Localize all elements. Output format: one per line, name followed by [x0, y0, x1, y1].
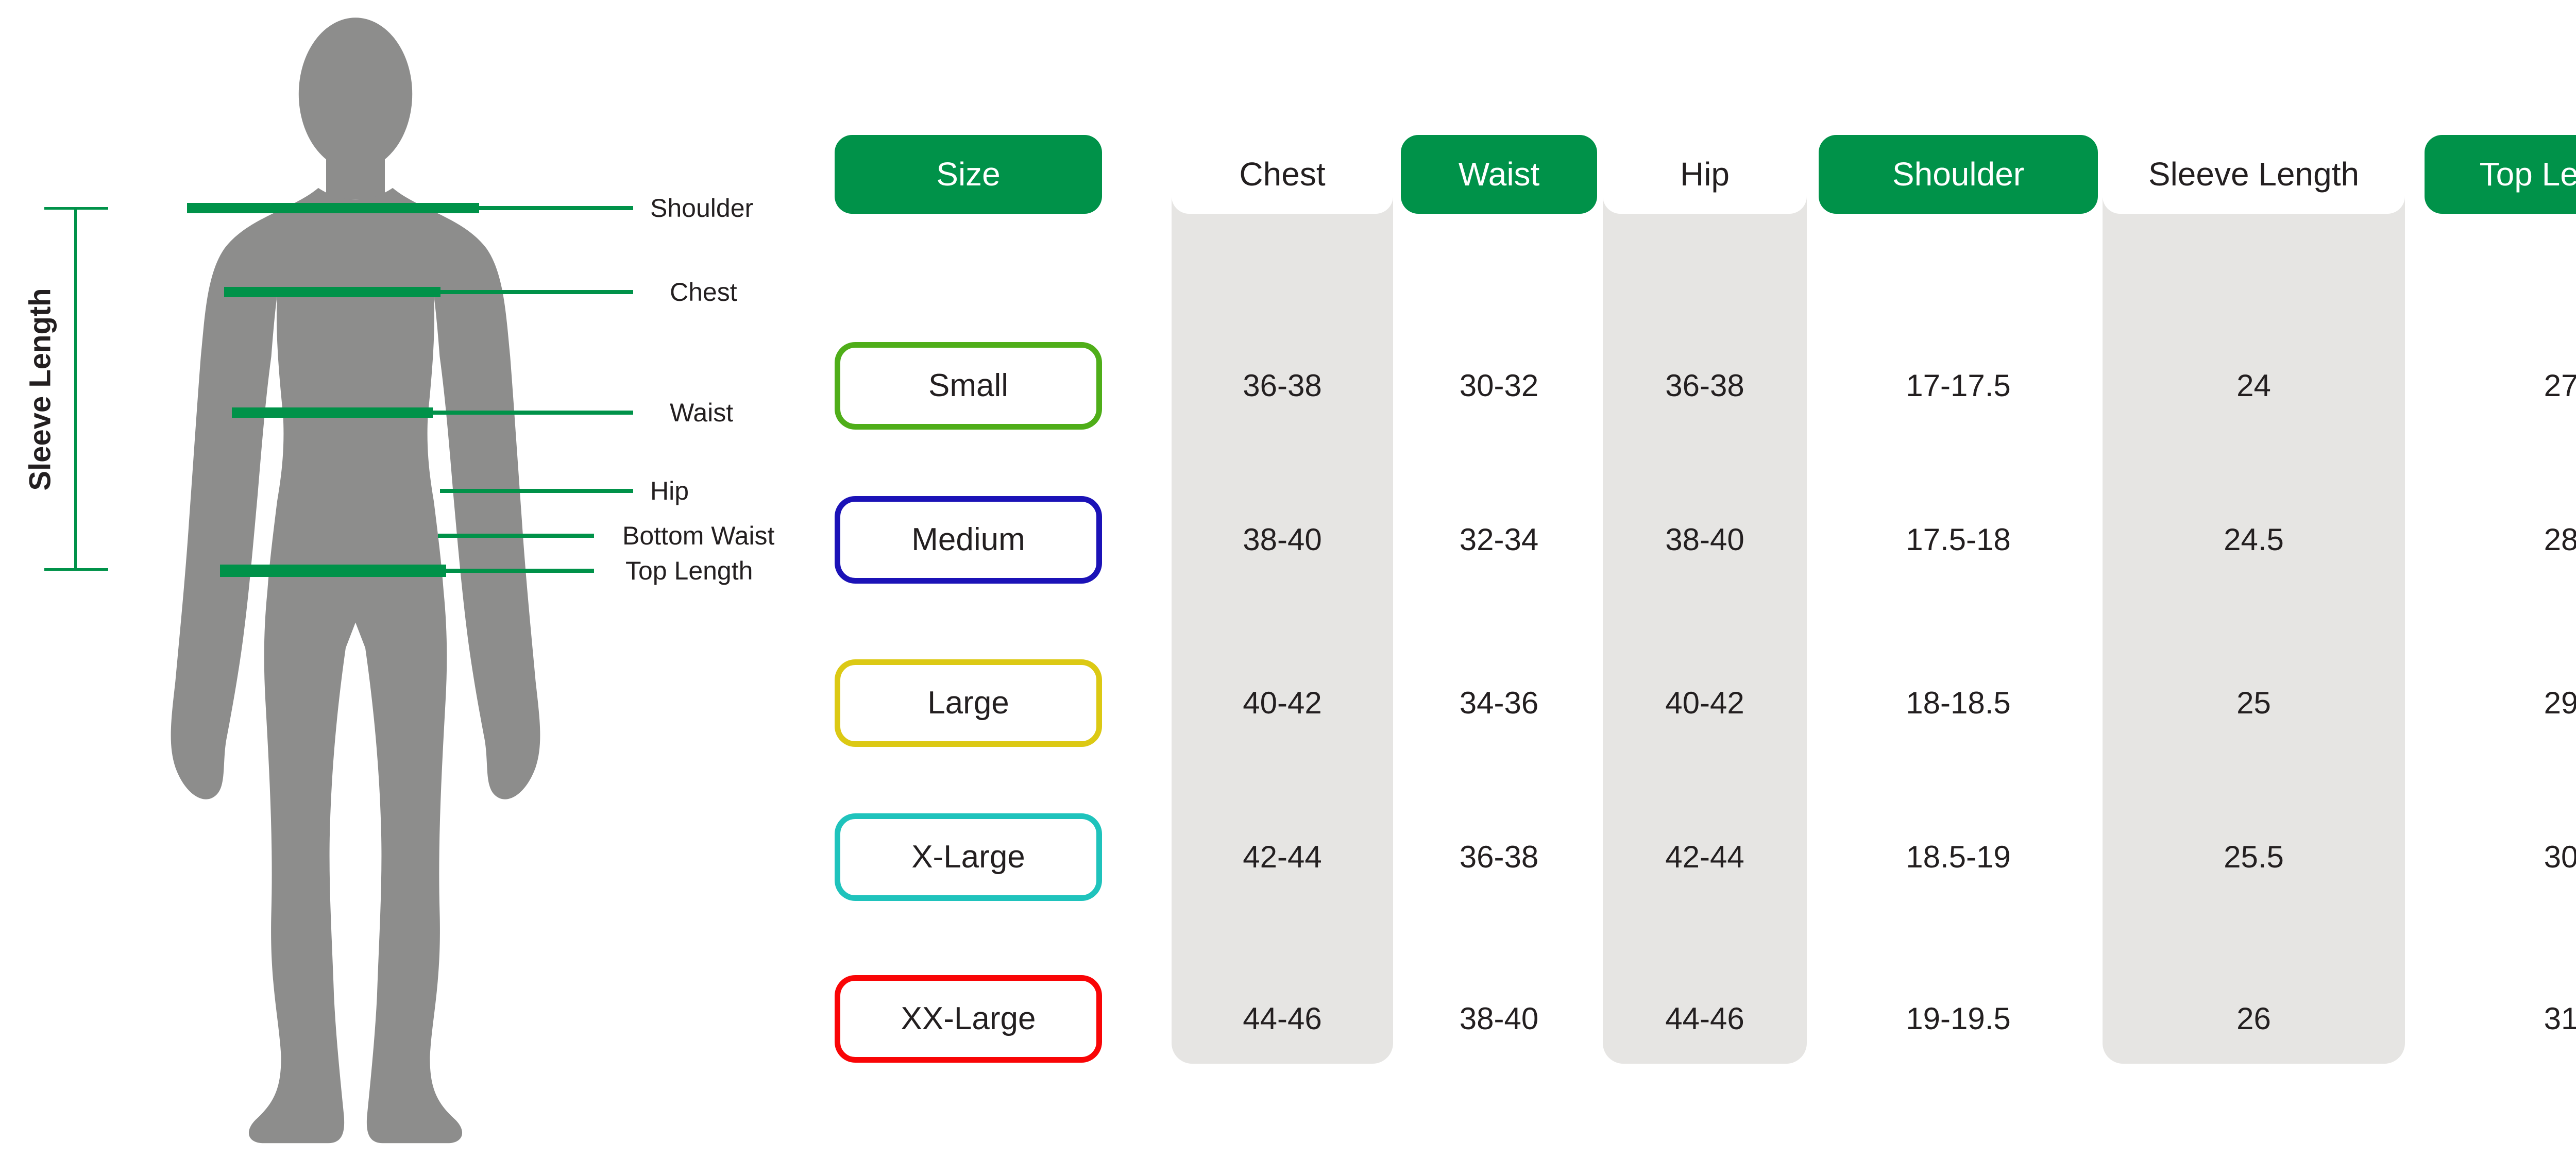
table-cell: 27	[2544, 368, 2576, 403]
table-cell: 18.5-19	[1906, 840, 2011, 874]
table-cell: 19-19.5	[1906, 1001, 2011, 1036]
chest-leader-line	[440, 290, 633, 294]
table-cell: 38-40	[1665, 522, 1744, 557]
table-cell: 40-42	[1665, 686, 1744, 720]
table-cell: 30	[2544, 840, 2576, 874]
table-cell: 40-42	[1243, 686, 1322, 720]
table-cell: 44-46	[1665, 1001, 1744, 1036]
top-length-label: Top Length	[625, 556, 753, 585]
top-length-leader-line	[446, 569, 594, 573]
size-badge-small: Small	[835, 342, 1102, 430]
shoulder-line	[187, 203, 479, 213]
column-stripe-chest	[1172, 191, 1393, 1064]
table-cell: 26	[2236, 1001, 2271, 1036]
sleeve-length-bracket-line	[74, 208, 77, 571]
waist-label: Waist	[670, 398, 734, 427]
size-badge-medium: Medium	[835, 496, 1102, 584]
column-header-sleeve-length: Sleeve Length	[2103, 135, 2405, 214]
table-cell: 38-40	[1459, 1001, 1539, 1036]
sleeve-length-vertical-label: Sleeve Length	[23, 288, 57, 491]
table-cell: 29	[2544, 686, 2576, 720]
table-cell: 36-38	[1243, 368, 1322, 403]
waist-leader-line	[433, 411, 633, 415]
table-cell: 17.5-18	[1906, 522, 2011, 557]
shoulder-leader-line	[479, 206, 633, 210]
top-length-line	[220, 565, 446, 577]
table-cell: 17-17.5	[1906, 368, 2011, 403]
shoulder-label: Shoulder	[650, 194, 754, 223]
column-header-shoulder: Shoulder	[1819, 135, 2098, 214]
chest-line	[224, 287, 440, 297]
table-cell: 28	[2544, 522, 2576, 557]
chest-label: Chest	[670, 278, 737, 306]
size-badge-x-large: X-Large	[835, 813, 1102, 901]
table-cell: 36-38	[1459, 840, 1539, 874]
table-cell: 25.5	[2224, 840, 2284, 874]
table-cell: 36-38	[1665, 368, 1744, 403]
bottom-waist-leader-line	[438, 534, 594, 538]
bottom-waist-label: Bottom Waist	[622, 521, 775, 550]
table-cell: 31	[2544, 1001, 2576, 1036]
table-cell: 44-46	[1243, 1001, 1322, 1036]
column-header-chest: Chest	[1172, 135, 1393, 214]
table-cell: 32-34	[1459, 522, 1539, 557]
column-header-hip: Hip	[1603, 135, 1807, 214]
sleeve-length-bracket-bottom-cap	[44, 568, 108, 571]
table-cell: 38-40	[1243, 522, 1322, 557]
table-cell: 24.5	[2224, 522, 2284, 557]
column-header-size: Size	[835, 135, 1102, 214]
column-stripe-sleeve-length	[2103, 191, 2405, 1064]
size-badge-large: Large	[835, 659, 1102, 747]
hip-leader-line	[440, 489, 633, 493]
sleeve-length-bracket-top-cap	[44, 207, 108, 210]
table-cell: 42-44	[1665, 840, 1744, 874]
table-cell: 30-32	[1459, 368, 1539, 403]
table-cell: 42-44	[1243, 840, 1322, 874]
column-header-top-length: Top Length	[2425, 135, 2576, 214]
table-cell: 18-18.5	[1906, 686, 2011, 720]
table-cell: 34-36	[1459, 686, 1539, 720]
size-badge-xx-large: XX-Large	[835, 975, 1102, 1063]
table-cell: 24	[2236, 368, 2271, 403]
body-silhouette-image	[171, 18, 540, 1144]
table-cell: 25	[2236, 686, 2271, 720]
hip-label: Hip	[650, 476, 689, 505]
column-header-waist: Waist	[1401, 135, 1597, 214]
column-stripe-hip	[1603, 191, 1807, 1064]
waist-line	[232, 407, 433, 418]
